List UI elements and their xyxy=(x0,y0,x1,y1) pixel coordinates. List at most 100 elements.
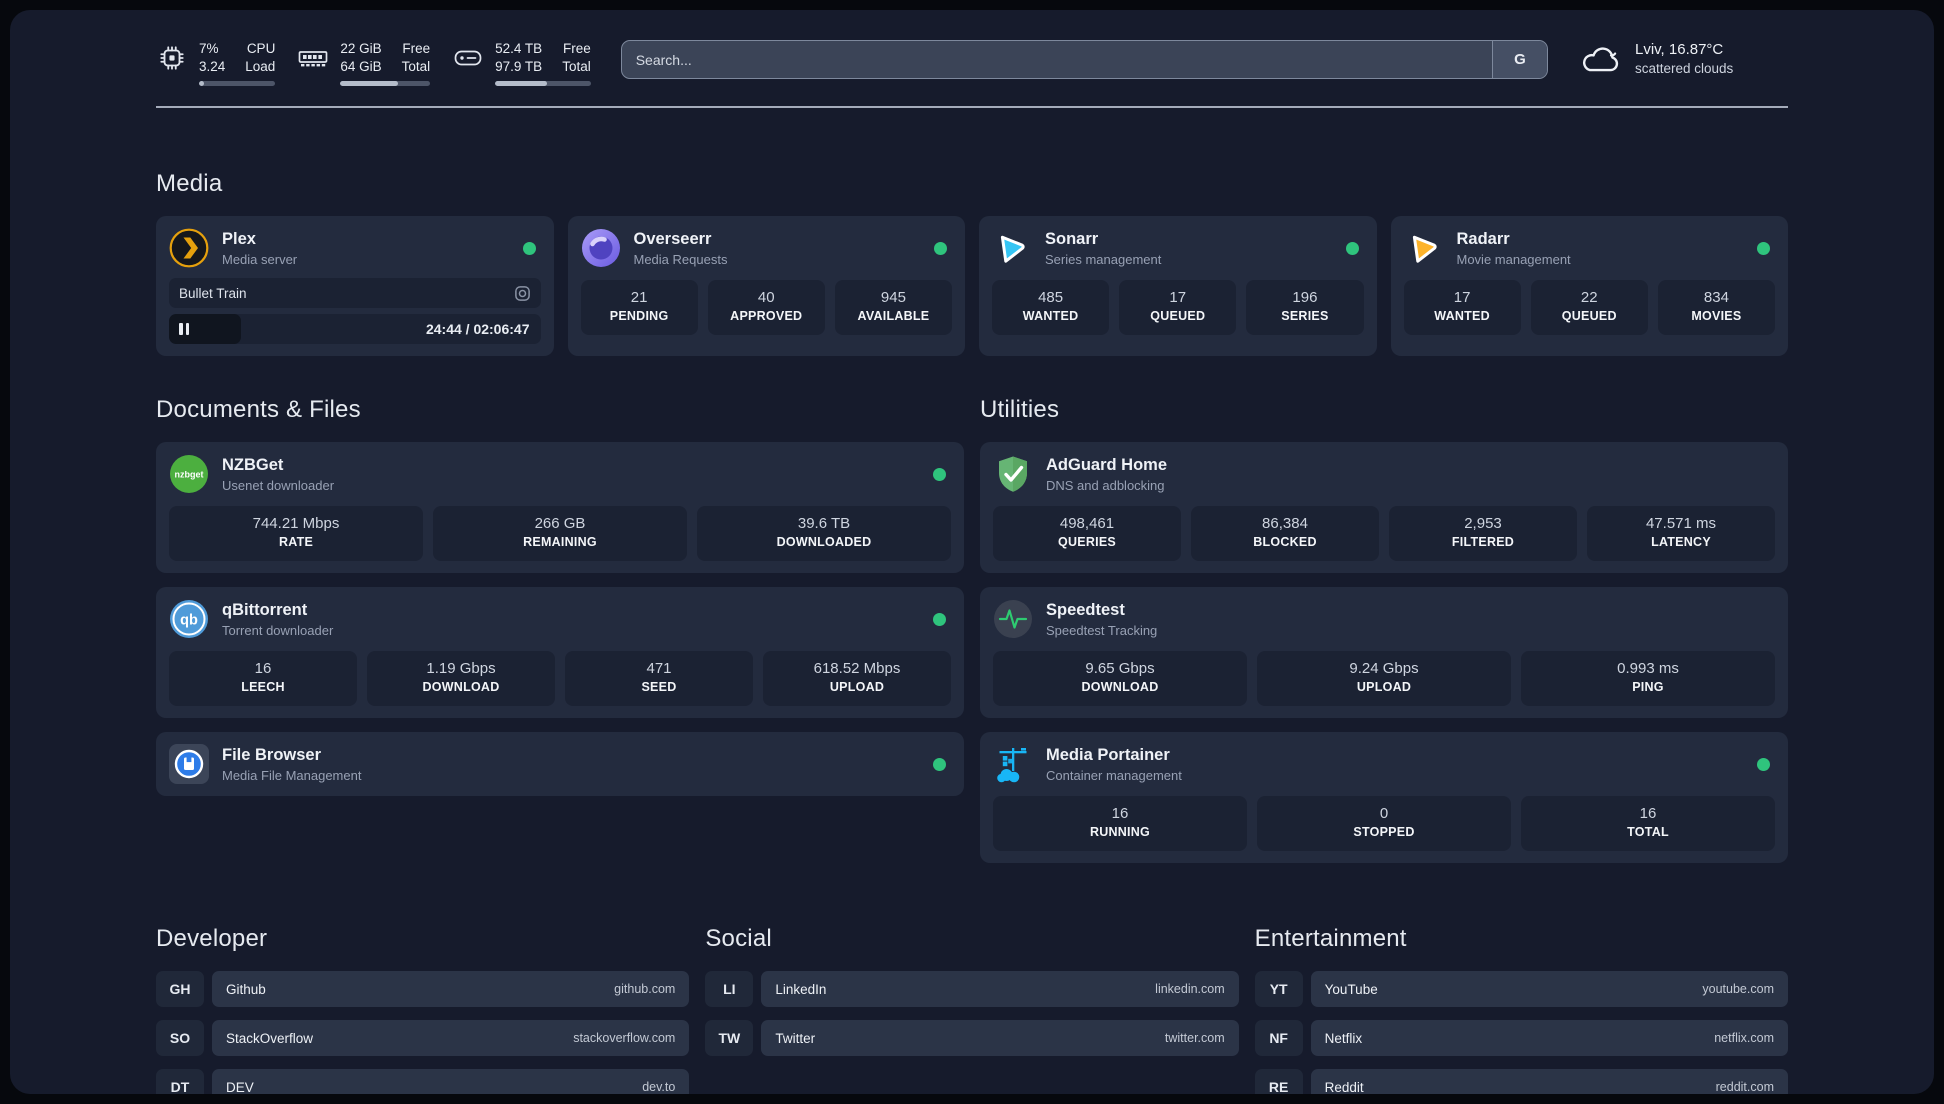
bookmark-abbr[interactable]: DT xyxy=(156,1069,204,1094)
bookmark-reddit[interactable]: RE Reddit reddit.com xyxy=(1254,1069,1788,1095)
speedtest-icon xyxy=(993,599,1033,639)
cpu-usage-label: CPU xyxy=(246,41,276,56)
app-subtitle: Usenet downloader xyxy=(222,477,335,493)
qbittorrent-icon: qb xyxy=(169,599,209,639)
card-qbittorrent[interactable]: qb qBittorrent Torrent downloader 16 LEE… xyxy=(156,587,964,718)
status-online-dot xyxy=(933,467,946,481)
bookmark-abbr[interactable]: SO xyxy=(156,1020,204,1056)
disk-progress-bar xyxy=(495,81,591,86)
card-portainer[interactable]: Media Portainer Container management 16 … xyxy=(980,732,1788,863)
app-title: Sonarr xyxy=(1045,229,1099,248)
status-online-dot xyxy=(933,612,946,626)
bookmark-netflix[interactable]: NF Netflix netflix.com xyxy=(1254,1020,1788,1056)
disk-icon xyxy=(452,42,484,74)
bookmark-youtube[interactable]: YT YouTube youtube.com xyxy=(1254,971,1788,1007)
media-grid: Plex Media server Bullet Train xyxy=(156,216,1788,356)
session-icon[interactable] xyxy=(514,285,531,302)
bookmark-abbr[interactable]: LI xyxy=(705,971,754,1007)
stat-box: 471 SEED xyxy=(565,651,753,706)
bookmark-abbr[interactable]: RE xyxy=(1254,1069,1303,1094)
cpu-metric: 7% CPU 3.24 Load xyxy=(156,40,276,86)
memory-icon xyxy=(297,42,329,74)
card-adguard[interactable]: AdGuard Home DNS and adblocking 498,461 … xyxy=(980,442,1788,573)
radarr-icon xyxy=(1404,228,1444,268)
stat-box: 9.24 Gbps UPLOAD xyxy=(1257,651,1511,706)
bookmark-abbr[interactable]: GH xyxy=(156,971,204,1007)
stat-box: 16 LEECH xyxy=(169,651,357,706)
app-title: Speedtest xyxy=(1046,600,1125,619)
cpu-load-value: 3.24 xyxy=(199,59,226,74)
bookmark-github[interactable]: GH Github github.com xyxy=(156,971,690,1007)
cpu-usage-value: 7% xyxy=(199,41,219,56)
stat-box: 196 SERIES xyxy=(1246,280,1364,335)
bookmark-linkedin[interactable]: LI LinkedIn linkedin.com xyxy=(705,971,1239,1007)
cpu-progress-bar xyxy=(199,81,276,86)
bookmark-name: Reddit xyxy=(1324,1079,1364,1095)
stat-box: 16 TOTAL xyxy=(1521,796,1775,851)
bookmark-group-entertainment: Entertainment YT YouTube youtube.com NF … xyxy=(1254,925,1788,1095)
stat-box: 47.571 ms LATENCY xyxy=(1587,506,1775,561)
app-subtitle: Torrent downloader xyxy=(222,622,334,638)
card-overseerr[interactable]: Overseerr Media Requests 21 PENDING 40 A… xyxy=(567,216,965,356)
section-title-utilities: Utilities xyxy=(980,396,1060,423)
card-radarr[interactable]: Radarr Movie management 17 WANTED 22 QUE… xyxy=(1390,216,1788,356)
search-input[interactable] xyxy=(621,41,1492,78)
memory-free-value: 22 GiB xyxy=(340,41,382,56)
disk-free-value: 52.4 TB xyxy=(495,41,543,56)
cloud-icon xyxy=(1578,43,1622,76)
stat-box: 266 GB REMAINING xyxy=(433,506,687,561)
plex-icon xyxy=(169,228,209,268)
bookmark-url: youtube.com xyxy=(1702,982,1774,996)
card-plex[interactable]: Plex Media server Bullet Train xyxy=(156,216,554,356)
portainer-icon xyxy=(993,744,1033,784)
card-speedtest[interactable]: Speedtest Speedtest Tracking 9.65 Gbps D… xyxy=(980,587,1788,718)
card-nzbget[interactable]: nzbget NZBGet Usenet downloader 744.21 M… xyxy=(156,442,964,573)
bookmark-url: linkedin.com xyxy=(1155,982,1225,996)
memory-metric: 22 GiB Free 64 GiB Total xyxy=(297,40,431,86)
bookmark-twitter[interactable]: TW Twitter twitter.com xyxy=(705,1020,1239,1056)
overseerr-icon xyxy=(581,228,621,268)
bookmark-name: LinkedIn xyxy=(775,981,827,997)
app-subtitle: Speedtest Tracking xyxy=(1046,622,1158,638)
stat-box: 618.52 Mbps UPLOAD xyxy=(763,651,951,706)
stat-box: 22 QUEUED xyxy=(1530,280,1648,335)
disk-metric: 52.4 TB Free 97.9 TB Total xyxy=(452,40,591,86)
plex-now-playing-widget: Bullet Train 24:44 / 02:06:47 xyxy=(169,278,541,344)
search-provider-button[interactable]: G xyxy=(1492,41,1547,78)
section-title-developer: Developer xyxy=(156,925,268,952)
bookmark-name: StackOverflow xyxy=(226,1030,314,1046)
pause-icon xyxy=(179,323,189,335)
playback-time: 24:44 / 02:06:47 xyxy=(425,321,530,337)
adguard-icon xyxy=(993,454,1033,494)
status-online-dot xyxy=(1757,241,1770,255)
now-playing-title: Bullet Train xyxy=(179,285,247,301)
bookmark-name: Github xyxy=(226,981,266,997)
sonarr-icon xyxy=(992,228,1032,268)
stat-box: 0.993 ms PING xyxy=(1521,651,1775,706)
stat-box: 17 WANTED xyxy=(1403,280,1521,335)
bookmark-abbr[interactable]: TW xyxy=(705,1020,754,1056)
bookmark-name: DEV xyxy=(226,1079,254,1095)
bookmark-stackoverflow[interactable]: SO StackOverflow stackoverflow.com xyxy=(156,1020,690,1056)
bookmark-url: twitter.com xyxy=(1164,1031,1225,1045)
bookmark-url: stackoverflow.com xyxy=(573,1031,676,1045)
section-documents: Documents & Files nzbget NZBGet Usenet d… xyxy=(156,396,964,796)
memory-total-label: Total xyxy=(401,59,431,74)
disk-total-value: 97.9 TB xyxy=(495,59,543,74)
app-title: Overseerr xyxy=(633,229,712,248)
app-title: File Browser xyxy=(222,745,322,764)
svg-text:nzbget: nzbget xyxy=(175,470,204,480)
stat-box: 485 WANTED xyxy=(992,280,1110,335)
cpu-icon xyxy=(156,42,188,74)
bookmark-abbr[interactable]: NF xyxy=(1254,1020,1303,1056)
stat-box: 16 RUNNING xyxy=(993,796,1247,851)
playback-progress-bar[interactable]: 24:44 / 02:06:47 xyxy=(169,314,541,344)
stat-box: 1.19 Gbps DOWNLOAD xyxy=(367,651,555,706)
bookmark-abbr[interactable]: YT xyxy=(1254,971,1303,1007)
card-sonarr[interactable]: Sonarr Series management 485 WANTED 17 Q… xyxy=(979,216,1377,356)
app-subtitle: Movie management xyxy=(1456,251,1571,267)
app-title: Plex xyxy=(222,229,256,248)
stat-box: 9.65 Gbps DOWNLOAD xyxy=(993,651,1247,706)
card-filebrowser[interactable]: File Browser Media File Management xyxy=(156,732,964,796)
bookmark-dev[interactable]: DT DEV dev.to xyxy=(156,1069,690,1095)
